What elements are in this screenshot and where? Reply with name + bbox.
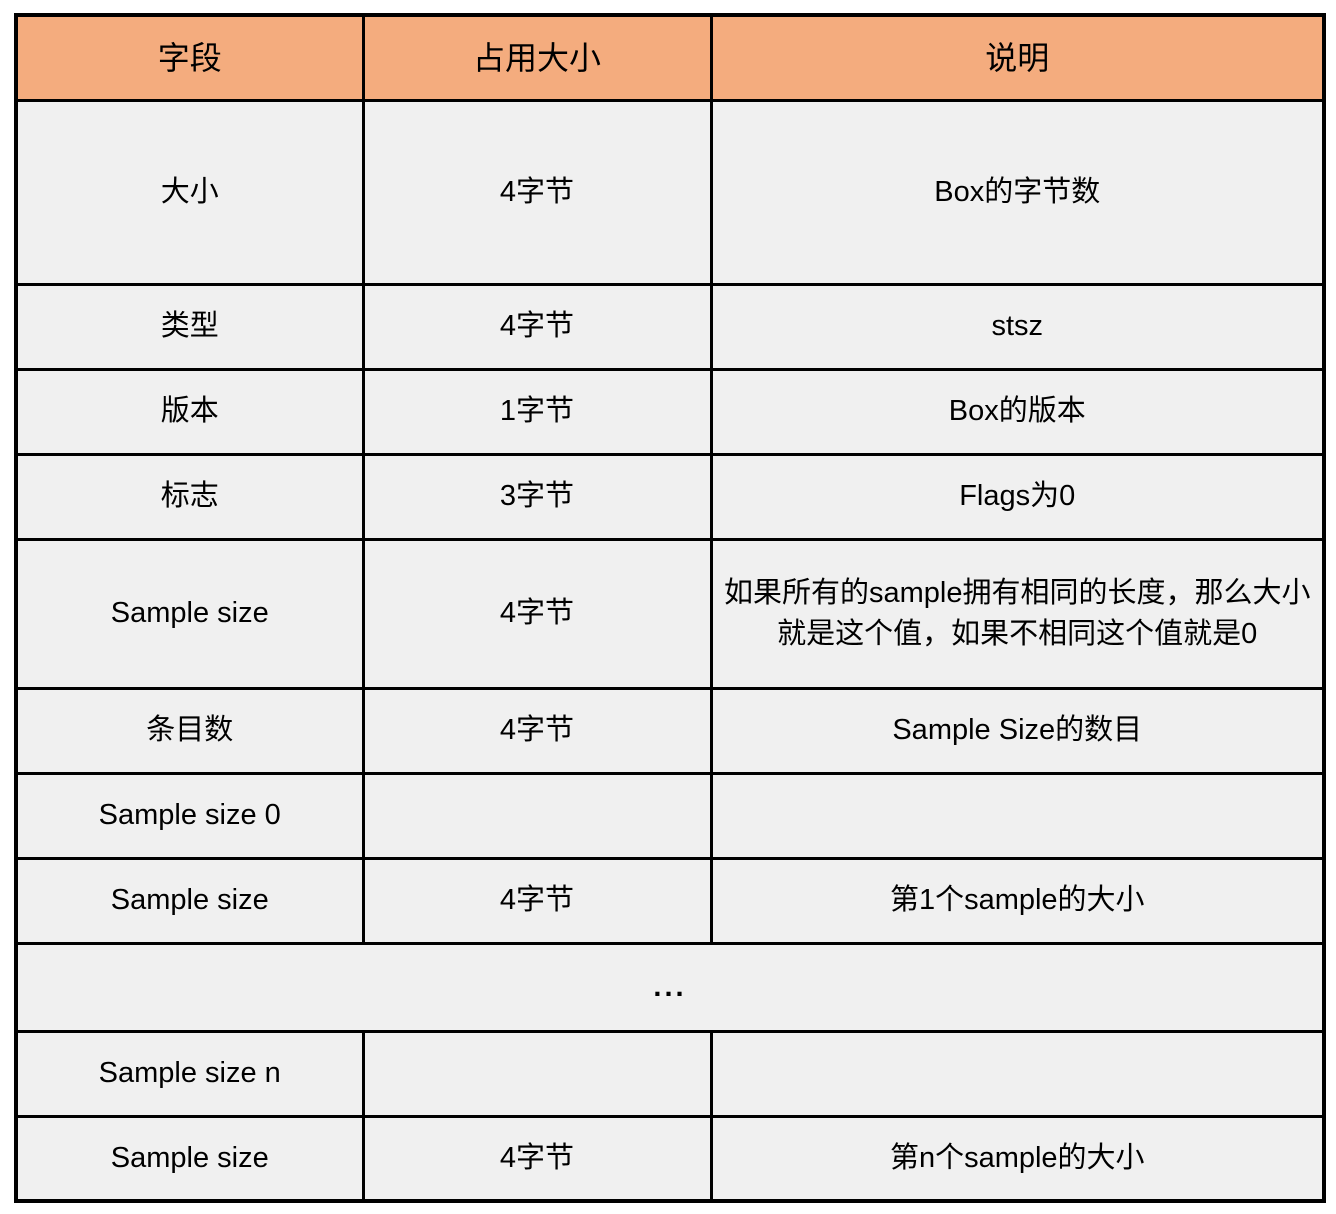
cell-description: Box的字节数 <box>709 98 1326 286</box>
cell-description: Sample Size的数目 <box>709 686 1326 775</box>
table-row-sample-size-0: Sample size 0 <box>14 771 1326 860</box>
cell-description-empty <box>709 1029 1326 1118</box>
cell-size: 4字节 <box>361 537 713 690</box>
table-row-size: 大小 4字节 Box的字节数 <box>14 98 1326 286</box>
table-row-ellipsis: ... <box>14 941 1326 1033</box>
cell-size: 1字节 <box>361 367 713 456</box>
cell-field: 版本 <box>14 367 365 456</box>
cell-field: 类型 <box>14 282 365 371</box>
cell-field: Sample size 0 <box>14 771 365 860</box>
cell-description: Flags为0 <box>709 452 1326 541</box>
cell-description: Box的版本 <box>709 367 1326 456</box>
table-row-sample-size-nth: Sample size 4字节 第n个sample的大小 <box>14 1114 1326 1203</box>
cell-field: Sample size n <box>14 1029 365 1118</box>
cell-size-empty <box>361 771 713 860</box>
cell-field: 标志 <box>14 452 365 541</box>
stsz-box-structure-table: 字段 占用大小 说明 大小 4字节 Box的字节数 类型 4字节 stsz 版本… <box>14 13 1326 1203</box>
cell-size: 4字节 <box>361 856 713 945</box>
cell-size-empty <box>361 1029 713 1118</box>
table-row-sample-size-n: Sample size n <box>14 1029 1326 1118</box>
table-row-entry-count: 条目数 4字节 Sample Size的数目 <box>14 686 1326 775</box>
cell-field: 条目数 <box>14 686 365 775</box>
cell-field: Sample size <box>14 537 365 690</box>
cell-description: 第1个sample的大小 <box>709 856 1326 945</box>
column-header-description: 说明 <box>709 13 1326 102</box>
column-header-field: 字段 <box>14 13 365 102</box>
column-header-size: 占用大小 <box>361 13 713 102</box>
table-row-version: 版本 1字节 Box的版本 <box>14 367 1326 456</box>
table-row-sample-size: Sample size 4字节 如果所有的sample拥有相同的长度，那么大小就… <box>14 537 1326 690</box>
cell-field: Sample size <box>14 1114 365 1203</box>
table-row-sample-size-first: Sample size 4字节 第1个sample的大小 <box>14 856 1326 945</box>
cell-field: Sample size <box>14 856 365 945</box>
cell-size: 4字节 <box>361 686 713 775</box>
cell-field: 大小 <box>14 98 365 286</box>
cell-size: 4字节 <box>361 1114 713 1203</box>
cell-description: 如果所有的sample拥有相同的长度，那么大小就是这个值，如果不相同这个值就是0 <box>709 537 1326 690</box>
table-row-type: 类型 4字节 stsz <box>14 282 1326 371</box>
cell-size: 3字节 <box>361 452 713 541</box>
cell-description: stsz <box>709 282 1326 371</box>
cell-size: 4字节 <box>361 98 713 286</box>
ellipsis-cell: ... <box>14 941 1326 1033</box>
cell-description-empty <box>709 771 1326 860</box>
header-row: 字段 占用大小 说明 <box>14 13 1326 102</box>
cell-description: 第n个sample的大小 <box>709 1114 1326 1203</box>
cell-size: 4字节 <box>361 282 713 371</box>
table-row-flags: 标志 3字节 Flags为0 <box>14 452 1326 541</box>
